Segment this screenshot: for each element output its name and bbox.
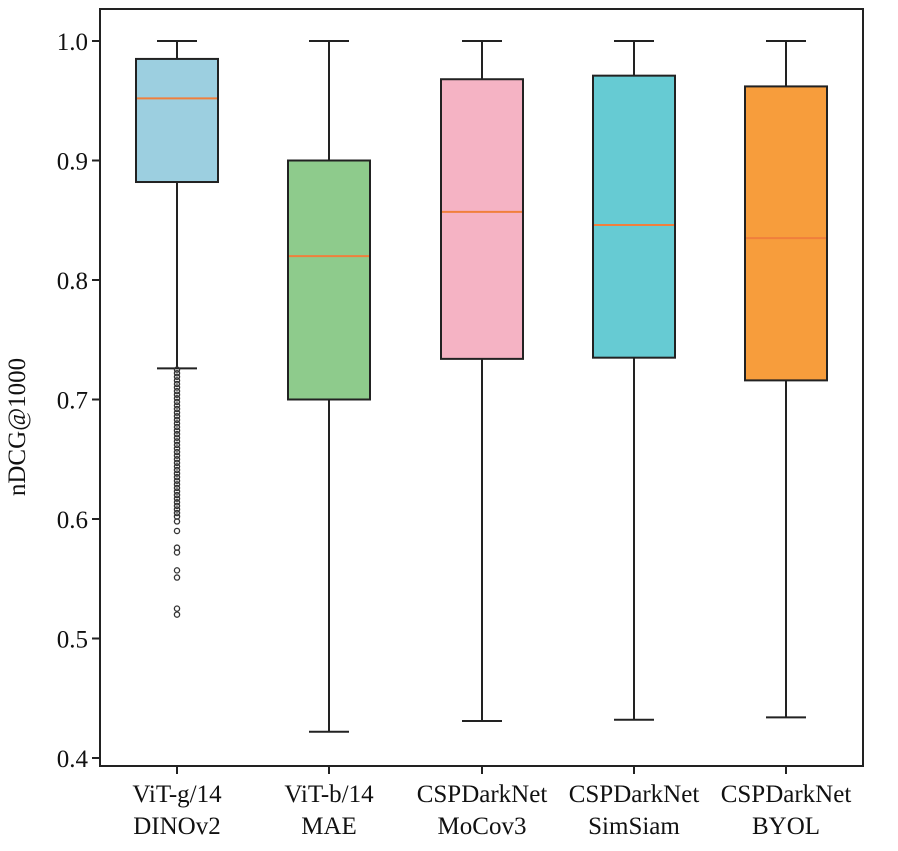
iqr-box xyxy=(287,159,371,401)
outlier-point xyxy=(173,398,181,406)
x-tick-label-line1: ViT-b/14 xyxy=(284,781,374,808)
outlier-point xyxy=(173,463,181,470)
outlier-point xyxy=(173,470,181,477)
outlier-point xyxy=(173,455,181,463)
outlier-point xyxy=(173,438,181,445)
outlier-point xyxy=(173,395,181,402)
outlier-point xyxy=(173,549,181,556)
outlier-point xyxy=(173,605,181,612)
y-tick-label: 0.7 xyxy=(57,388,88,415)
outlier-point xyxy=(173,387,181,395)
outlier-point xyxy=(173,427,181,434)
box-group xyxy=(592,40,676,721)
outlier-point xyxy=(173,518,181,525)
outlier-point xyxy=(173,423,181,431)
outlier-point xyxy=(173,495,181,502)
iqr-box xyxy=(440,78,524,360)
box-group xyxy=(744,40,828,719)
outlier-point xyxy=(173,430,181,438)
outlier-point xyxy=(173,611,181,618)
outlier-point xyxy=(173,452,181,459)
x-tick-label-line2: DINOv2 xyxy=(133,813,221,840)
outlier-point xyxy=(173,409,181,416)
outlier-point xyxy=(173,391,181,398)
outlier-point xyxy=(173,484,181,492)
outlier-point xyxy=(173,434,181,441)
iqr-box xyxy=(592,74,676,359)
iqr-box xyxy=(135,57,219,184)
outlier-point xyxy=(173,441,181,449)
x-tick-label-line1: CSPDarkNet xyxy=(721,781,852,808)
outlier-point xyxy=(173,459,181,467)
x-axis: ViT-g/14 DINOv2 ViT-b/14 MAE CSPDarkNet MoCov… xyxy=(132,766,851,840)
outlier-point xyxy=(173,380,181,388)
y-tick-label: 0.8 xyxy=(57,268,88,295)
outlier-point xyxy=(173,384,181,391)
outlier-point xyxy=(173,502,181,510)
outlier-point xyxy=(173,574,181,581)
outlier-point xyxy=(173,448,181,456)
outlier-point xyxy=(173,405,181,413)
outlier-point xyxy=(173,506,181,513)
outlier-point xyxy=(173,473,181,481)
outlier-point xyxy=(173,373,181,381)
x-tick-label-line2: MAE xyxy=(301,813,357,840)
y-tick-label: 1.0 xyxy=(57,29,88,56)
y-axis: 0.4 0.5 0.6 0.7 0.8 0.9 1.0 xyxy=(57,29,100,773)
x-tick-label-line2: MoCov3 xyxy=(438,813,527,840)
outlier-point xyxy=(173,509,181,517)
box-group xyxy=(287,40,371,733)
y-tick-label: 0.4 xyxy=(57,746,89,773)
y-tick-label: 0.6 xyxy=(57,507,88,534)
outlier-point xyxy=(173,412,181,420)
outlier-point xyxy=(173,527,181,535)
y-tick-label: 0.5 xyxy=(57,627,88,654)
outlier-point xyxy=(173,420,181,427)
y-tick-label: 0.9 xyxy=(57,149,88,176)
outlier-point xyxy=(173,466,181,474)
x-tick-label-line2: BYOL xyxy=(752,813,820,840)
plot-boxes xyxy=(135,40,828,733)
iqr-box xyxy=(744,85,828,382)
outlier-point xyxy=(173,445,181,452)
outlier-point xyxy=(173,402,181,409)
x-tick-label-line1: ViT-g/14 xyxy=(132,781,222,808)
box-group xyxy=(440,40,524,722)
outlier-point xyxy=(173,488,181,495)
x-tick-label-line1: CSPDarkNet xyxy=(417,781,548,808)
outlier-point xyxy=(173,369,181,377)
outlier-point xyxy=(173,366,181,373)
outlier-point xyxy=(173,567,181,574)
box-group xyxy=(135,40,219,618)
y-axis-title: nDCG@1000 xyxy=(4,358,31,496)
outlier-point xyxy=(173,491,181,499)
x-tick-label-line1: CSPDarkNet xyxy=(569,781,700,808)
outlier-point xyxy=(173,477,181,485)
x-tick-label-line2: SimSiam xyxy=(588,813,680,840)
outlier-point xyxy=(173,416,181,424)
outlier-point xyxy=(173,499,181,506)
outlier-point xyxy=(173,481,181,488)
outlier-point xyxy=(173,377,181,384)
